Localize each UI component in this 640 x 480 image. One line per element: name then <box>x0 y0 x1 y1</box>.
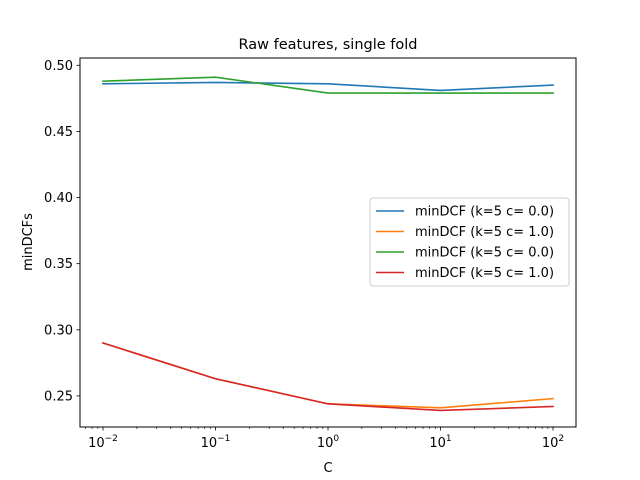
x-tick-label: 100 <box>317 434 340 451</box>
y-tick-label: 0.35 <box>44 257 73 272</box>
legend-entry: minDCF (k=5 c= 1.0) <box>415 266 554 281</box>
plot-frame <box>79 57 577 428</box>
legend-entry: minDCF (k=5 c= 0.0) <box>415 205 554 220</box>
y-axis-label: minDCFs <box>21 213 36 271</box>
y-tick-label: 0.25 <box>44 389 73 404</box>
y-tick-label: 0.40 <box>44 191 73 206</box>
x-tick-label: 101 <box>429 434 451 451</box>
y-tick-label: 0.30 <box>44 323 73 338</box>
legend-entry: minDCF (k=5 c= 1.0) <box>415 225 554 240</box>
x-tick-label: 10−1 <box>201 434 231 451</box>
legend-box <box>369 197 570 287</box>
x-tick-label: 102 <box>542 434 564 451</box>
y-tick-label: 0.50 <box>44 59 73 74</box>
series-line <box>102 76 554 94</box>
legend: minDCF (k=5 c= 0.0) minDCF (k=5 c= 1.0) mi… <box>369 197 570 287</box>
series-line <box>101 342 554 409</box>
legend-entry: minDCF (k=5 c= 0.0) <box>415 246 554 261</box>
y-tick-label: 0.45 <box>44 125 73 140</box>
chart-title: Raw features, single fold <box>239 37 418 53</box>
x-axis-label: C <box>323 461 332 476</box>
series-line <box>102 81 554 92</box>
x-tick-label: 10−2 <box>88 434 118 451</box>
series-line <box>101 342 554 412</box>
